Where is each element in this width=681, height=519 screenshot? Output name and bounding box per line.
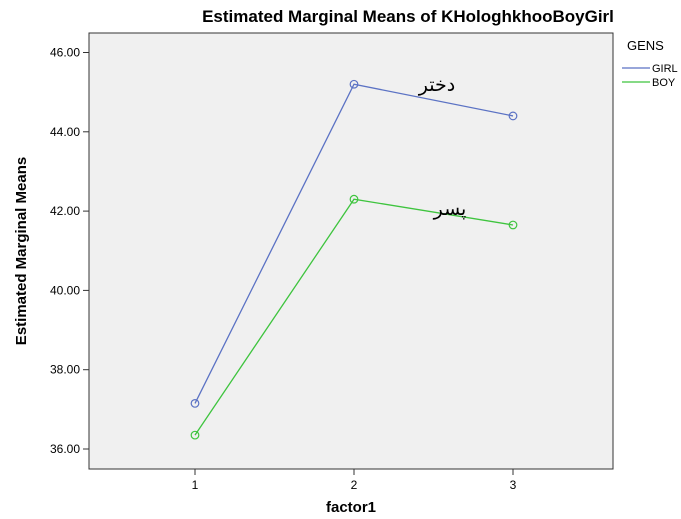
data-point-girl <box>190 399 200 408</box>
plot-area <box>88 32 614 470</box>
legend-title: GENS <box>627 38 664 53</box>
y-tick-label: 44.00 <box>50 125 80 139</box>
y-tick-label: 40.00 <box>50 283 80 297</box>
data-point-boy <box>190 430 200 440</box>
series-layer <box>190 79 518 440</box>
x-axis: 1 2 3 <box>192 469 517 492</box>
legend-label-boy: BOY <box>652 77 676 89</box>
x-tick-label: 2 <box>351 478 358 492</box>
series-line-boy <box>194 198 514 436</box>
data-point-girl <box>349 79 359 89</box>
x-axis-label: factor1 <box>326 499 376 516</box>
y-axis-label: Estimated Marginal Means <box>13 157 30 345</box>
legend: GENS GIRL BOY <box>622 38 678 89</box>
annotation-girl: دختر <box>418 74 455 96</box>
y-axis: 36.00 38.00 40.00 42.00 44.00 46.00 <box>50 46 89 456</box>
chart-title: Estimated Marginal Means of KHologhkhooB… <box>202 7 614 26</box>
legend-label-girl: GIRL <box>652 63 678 75</box>
x-tick-label: 1 <box>192 478 199 492</box>
data-point-girl <box>508 111 518 121</box>
y-tick-label: 42.00 <box>50 204 80 218</box>
y-tick-label: 38.00 <box>50 363 80 377</box>
data-point-boy <box>349 194 359 204</box>
annotation-boy: پسر <box>433 198 467 220</box>
data-point-boy <box>508 220 518 230</box>
series-line-girl <box>194 83 514 404</box>
x-tick-label: 3 <box>510 478 517 492</box>
y-tick-label: 36.00 <box>50 442 80 456</box>
y-tick-label: 46.00 <box>50 46 80 60</box>
